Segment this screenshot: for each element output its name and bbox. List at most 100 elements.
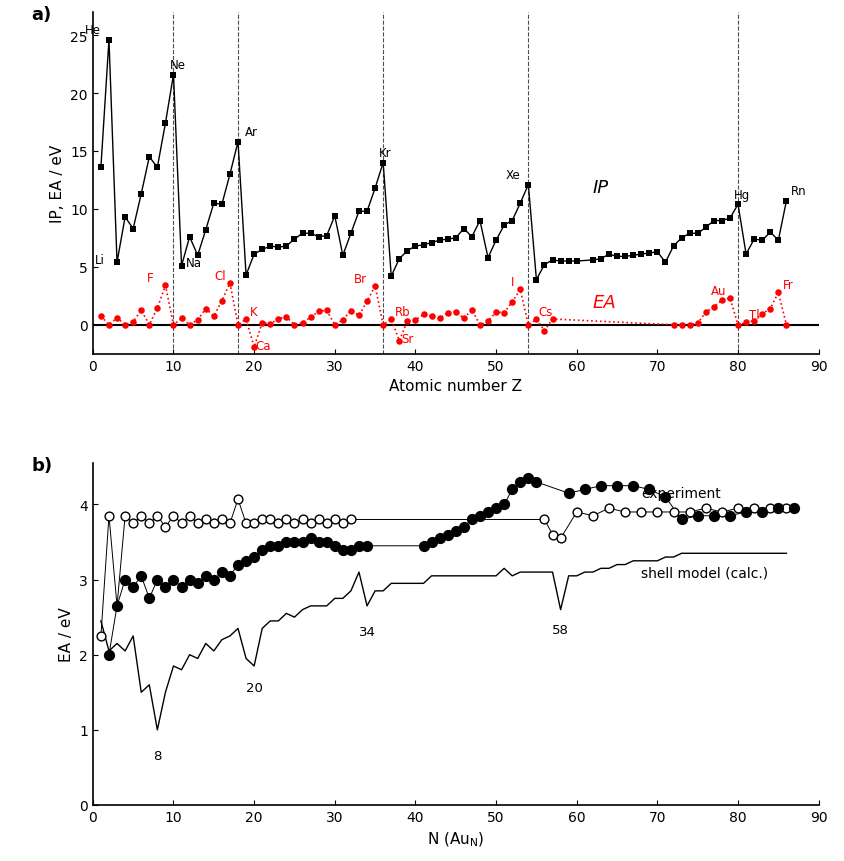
Point <box>272 241 285 255</box>
Point <box>578 483 592 497</box>
Point <box>658 491 672 505</box>
Point <box>457 521 471 535</box>
Point <box>408 313 422 327</box>
Point <box>304 311 317 325</box>
Point <box>731 502 744 516</box>
Point <box>586 254 599 268</box>
Point <box>707 509 721 523</box>
Point <box>731 319 744 332</box>
Point <box>723 292 737 306</box>
Point <box>295 513 309 527</box>
Point <box>256 513 269 527</box>
Point <box>530 313 544 327</box>
Point <box>739 248 753 262</box>
Point <box>175 259 188 273</box>
Point <box>304 532 317 546</box>
Point <box>102 509 116 523</box>
Point <box>739 505 753 519</box>
Text: Sr: Sr <box>401 333 414 346</box>
Point <box>723 509 737 523</box>
Point <box>167 573 181 587</box>
Point <box>610 251 624 264</box>
Point <box>481 315 495 329</box>
Text: Au: Au <box>711 284 726 298</box>
Point <box>417 308 430 322</box>
Point <box>295 227 309 241</box>
Point <box>707 214 721 228</box>
Point <box>183 319 197 332</box>
Point <box>594 480 608 493</box>
Point <box>490 502 503 516</box>
Point <box>748 314 761 328</box>
Point <box>546 254 560 268</box>
Point <box>207 517 220 530</box>
Point <box>263 240 277 254</box>
Point <box>465 303 479 317</box>
Point <box>490 306 503 319</box>
Point <box>635 505 648 519</box>
Point <box>134 304 148 318</box>
Point <box>175 517 188 530</box>
Point <box>328 319 342 332</box>
Point <box>247 550 261 564</box>
Point <box>417 539 430 553</box>
Point <box>449 524 463 538</box>
Point <box>530 274 544 288</box>
Point <box>175 580 188 594</box>
Point <box>780 502 793 516</box>
Text: EA: EA <box>592 294 617 312</box>
X-axis label: Atomic number Z: Atomic number Z <box>389 379 522 393</box>
Text: He: He <box>85 24 101 37</box>
Text: Fr: Fr <box>782 279 793 292</box>
Point <box>288 517 301 530</box>
Text: Ar: Ar <box>245 126 257 139</box>
Point <box>167 319 181 332</box>
Point <box>417 238 430 252</box>
Point <box>304 227 317 241</box>
Point <box>199 302 213 316</box>
Point <box>764 226 777 239</box>
Point <box>642 247 656 261</box>
Point <box>240 313 253 326</box>
Point <box>683 227 696 241</box>
Point <box>134 569 148 583</box>
Point <box>626 480 640 493</box>
Point <box>247 341 261 355</box>
Point <box>223 569 236 583</box>
Text: Br: Br <box>354 272 367 285</box>
Point <box>538 258 551 272</box>
Text: b): b) <box>31 457 52 474</box>
Point <box>748 232 761 246</box>
Point <box>619 251 632 264</box>
Point <box>481 251 495 265</box>
Point <box>328 210 342 224</box>
Text: Hg: Hg <box>734 189 750 201</box>
Point <box>272 517 285 530</box>
Point <box>764 502 777 516</box>
Point <box>771 234 785 248</box>
Text: 8: 8 <box>153 749 161 762</box>
Point <box>385 269 398 283</box>
Point <box>715 505 728 519</box>
Point <box>118 573 132 587</box>
Point <box>473 214 487 228</box>
Point <box>522 178 535 192</box>
Point <box>513 283 527 297</box>
Point <box>699 306 712 319</box>
Point <box>490 234 503 248</box>
Point <box>143 151 156 164</box>
Point <box>223 276 236 290</box>
Point <box>288 536 301 549</box>
X-axis label: N (Au$_\mathrm{N}$): N (Au$_\mathrm{N}$) <box>427 829 484 848</box>
Point <box>723 212 737 226</box>
Point <box>675 513 689 527</box>
Point <box>715 214 728 228</box>
Point <box>215 198 229 212</box>
Point <box>610 480 624 493</box>
Point <box>118 319 132 332</box>
Point <box>586 509 599 523</box>
Point <box>127 580 140 594</box>
Point <box>731 198 744 212</box>
Text: Xe: Xe <box>506 169 520 182</box>
Point <box>207 573 220 587</box>
